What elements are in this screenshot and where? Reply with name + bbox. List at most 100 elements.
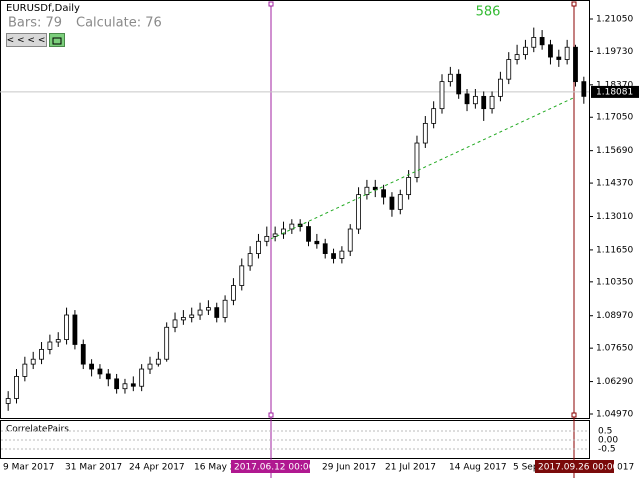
candle-body	[39, 348, 44, 360]
candle-body	[539, 37, 545, 46]
candle-body	[464, 93, 470, 105]
candle-body	[256, 240, 261, 254]
candle-body	[239, 265, 245, 286]
x-tick-label: 24 Apr 2017	[129, 463, 185, 473]
y-tick-label: 1.04970	[596, 409, 633, 419]
candle-body	[306, 226, 311, 242]
candle-body	[231, 285, 236, 301]
indicator-name: CorrelatePairs	[6, 425, 69, 435]
candle-body	[172, 319, 178, 328]
y-tick-label: 1.07650	[596, 344, 633, 354]
price-label: 1.18081	[596, 87, 633, 97]
counter: 586	[476, 5, 501, 20]
candle-body	[122, 383, 128, 390]
candle-body	[130, 383, 136, 387]
candle-body	[222, 299, 228, 318]
candle-body	[289, 223, 295, 230]
lock-button[interactable]	[49, 33, 65, 47]
candle-body	[431, 108, 437, 124]
marker-date-box	[535, 460, 614, 473]
candle-body	[406, 177, 412, 196]
candle-body	[180, 317, 186, 321]
sub-tick-label: -0.5	[598, 444, 616, 454]
candle-body	[281, 228, 286, 235]
y-tick-label: 1.11650	[596, 245, 633, 255]
y-tick-label: 1.18370	[596, 80, 633, 90]
sub-tick-label: 0.00	[598, 435, 618, 445]
candle-body	[439, 81, 445, 110]
marker-date-label: 2017.06.12 00:00	[234, 463, 315, 473]
sub-tick-label: 0.5	[598, 426, 612, 436]
candle-body	[322, 243, 328, 254]
candle-body	[389, 196, 395, 210]
candle-body	[264, 235, 270, 242]
candle-body	[514, 54, 520, 60]
main-frame	[0, 0, 590, 419]
candle-body	[497, 78, 503, 97]
candle-body	[205, 307, 211, 311]
x-tick-label: 29 Jun 2017	[322, 463, 376, 473]
y-tick-label: 1.14370	[596, 179, 633, 189]
bars-label: Bars: 79	[8, 16, 62, 31]
candle-body	[506, 59, 512, 80]
sub-frame	[0, 420, 590, 459]
nav-button[interactable]	[6, 33, 47, 47]
marker-handle[interactable]	[268, 1, 274, 7]
candle-body	[523, 46, 528, 56]
candle-body	[489, 95, 495, 110]
y-tick-label: 1.19730	[596, 47, 633, 57]
marker-date-label: 2017.09.26 00:00	[538, 463, 619, 473]
candle-body	[556, 56, 562, 60]
candle-body	[472, 95, 478, 105]
lock-icon	[52, 37, 62, 45]
candle-body	[5, 398, 11, 404]
x-tick-label: 31 Mar 2017	[65, 463, 122, 473]
candle-body	[55, 339, 61, 343]
trendline	[270, 97, 575, 240]
candle-body	[314, 240, 320, 245]
symbol-title: EURUSDf,Daily	[6, 3, 80, 14]
y-tick-label: 1.15690	[596, 146, 633, 156]
candle-body	[214, 307, 220, 318]
x-tick-label: 9 Mar 2017	[3, 463, 54, 473]
candle-body	[47, 341, 53, 350]
marker-handle[interactable]	[571, 412, 577, 418]
nav-button-label[interactable]: < < < <	[7, 36, 46, 46]
candle-body	[272, 233, 278, 237]
candle-body	[247, 253, 253, 267]
calc-label: Calculate: 76	[76, 16, 162, 31]
candle-body	[64, 314, 69, 340]
x-tick-label: 16 May 2017	[194, 463, 253, 473]
candle-body	[581, 81, 587, 97]
marker-handle[interactable]	[268, 412, 274, 418]
candle-body	[30, 358, 36, 365]
candle-body	[155, 358, 161, 365]
y-tick-label: 1.06290	[596, 377, 633, 387]
candle-body	[105, 373, 111, 380]
price-box	[591, 85, 639, 98]
y-tick-label: 1.17050	[596, 113, 633, 123]
candle-body	[414, 142, 420, 178]
candle-body	[347, 228, 353, 252]
candle-body	[189, 314, 195, 318]
y-tick-label: 1.21050	[596, 14, 633, 24]
x-tick-label: 017	[617, 463, 634, 473]
candle-body	[331, 253, 336, 259]
candle-body	[397, 194, 403, 210]
candle-body	[531, 37, 537, 48]
candle-body	[422, 122, 428, 144]
y-tick-label: 1.10350	[596, 277, 633, 287]
candle-body	[548, 44, 553, 58]
candle-body	[139, 368, 145, 387]
candle-body	[197, 309, 203, 316]
marker-handle[interactable]	[571, 1, 577, 7]
candle-body	[456, 73, 462, 95]
candle-body	[381, 189, 387, 198]
y-tick-label: 1.08970	[596, 311, 633, 321]
candle-body	[80, 344, 86, 365]
candle-body	[573, 46, 578, 83]
candle-body	[114, 378, 120, 390]
candle-body	[164, 326, 170, 360]
candle-body	[447, 73, 453, 83]
candle-body	[97, 368, 103, 375]
